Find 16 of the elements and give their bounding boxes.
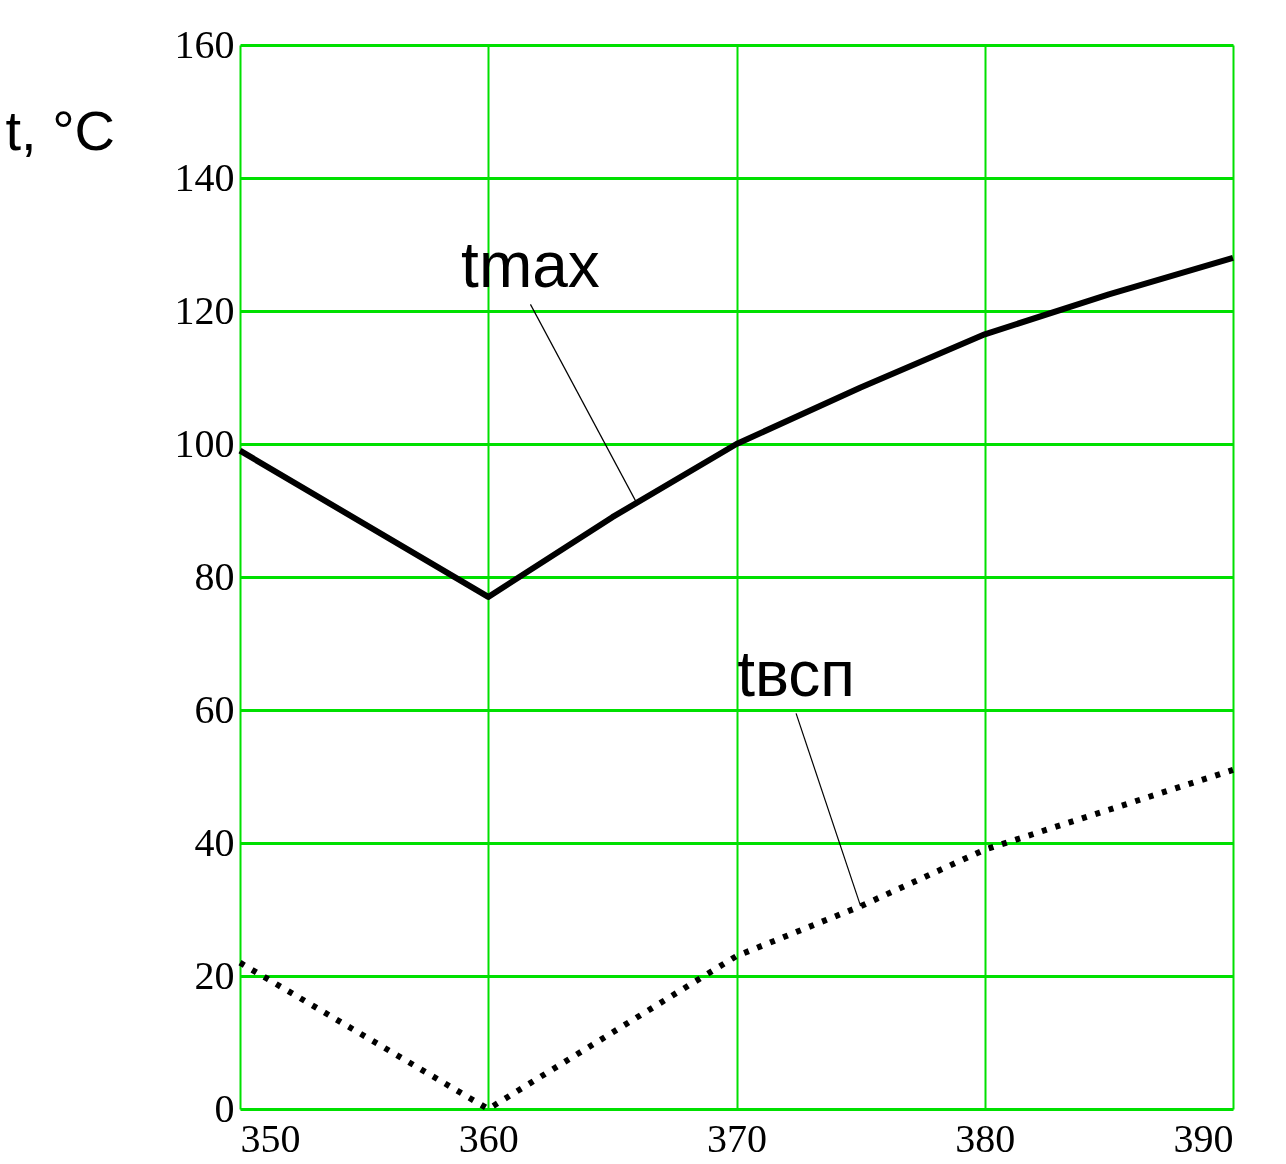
y-axis-title: t, °C bbox=[5, 98, 116, 162]
y-tick-label: 60 bbox=[194, 686, 235, 732]
y-tick-label: 120 bbox=[174, 287, 235, 333]
x-tick-label: 360 bbox=[458, 1115, 519, 1161]
y-tick-label: 140 bbox=[174, 154, 235, 200]
x-tick-label: 370 bbox=[707, 1115, 767, 1161]
y-tick-label: 160 bbox=[174, 21, 235, 67]
y-tick-label: 20 bbox=[194, 952, 235, 998]
y-tick-label: 80 bbox=[194, 553, 235, 599]
y-tick-label: 0 bbox=[214, 1085, 235, 1131]
x-tick-label: 380 bbox=[955, 1115, 1016, 1161]
y-tick-label: 40 bbox=[194, 819, 235, 865]
y-tick-label: 100 bbox=[174, 420, 235, 466]
x-tick-label: 350 bbox=[240, 1115, 301, 1161]
x-tick-label: 390 bbox=[1173, 1115, 1234, 1161]
annotation: tвсп bbox=[737, 638, 855, 711]
